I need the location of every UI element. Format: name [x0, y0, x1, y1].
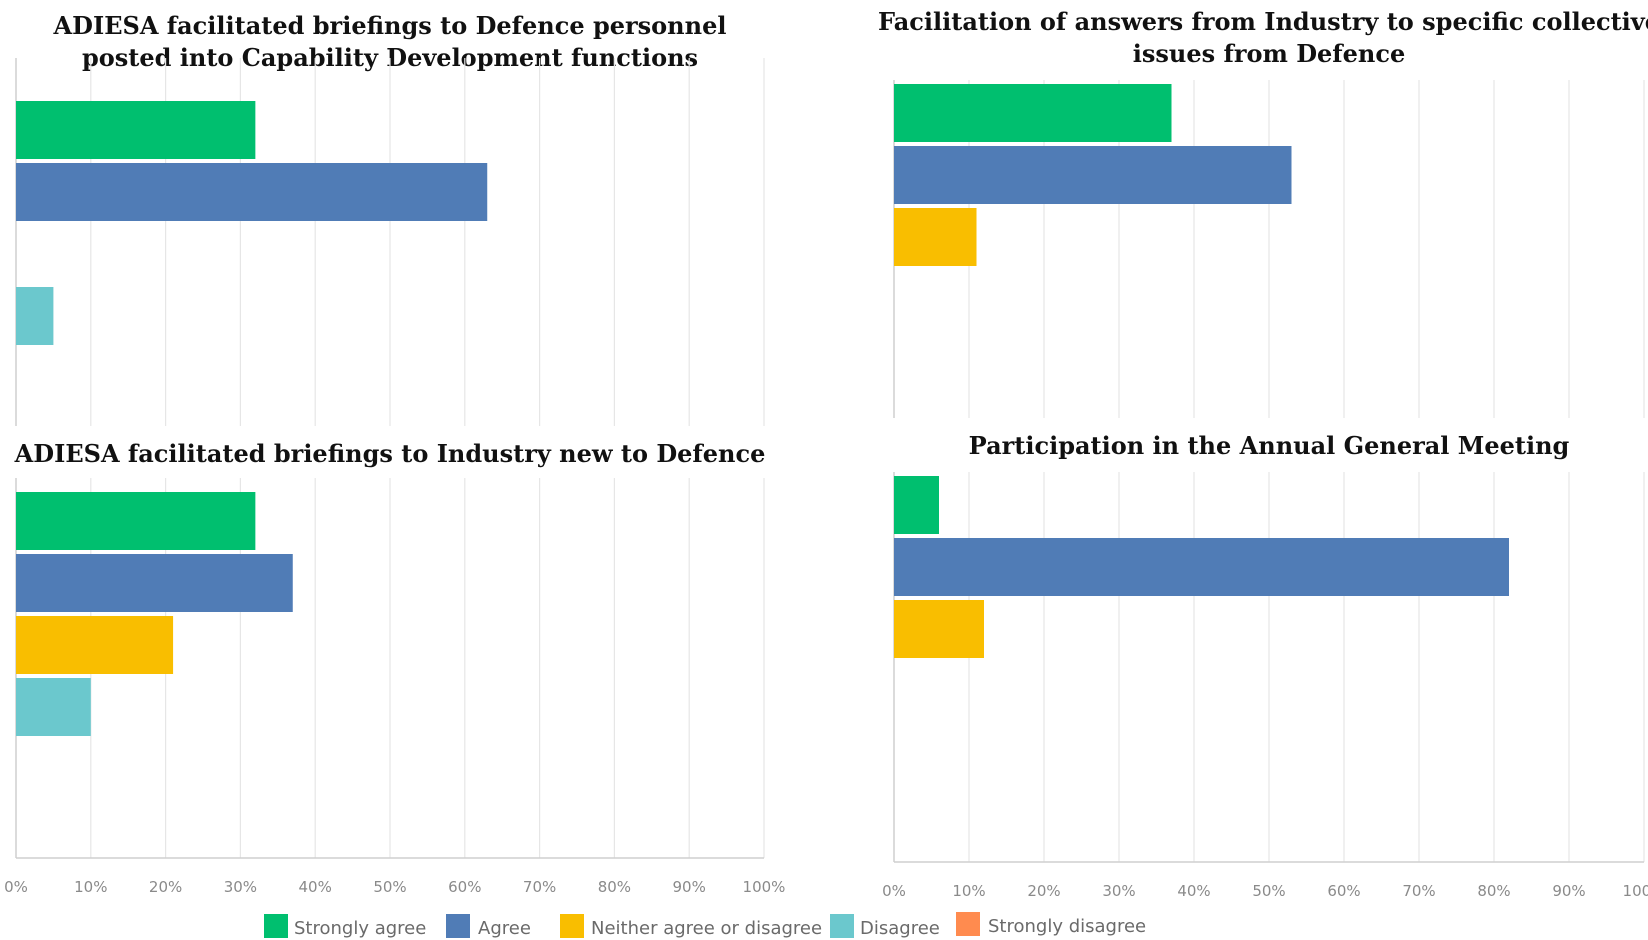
bar-agree [16, 554, 293, 612]
x-tick-label: 80% [598, 878, 631, 896]
x-tick-label: 50% [1252, 882, 1285, 900]
x-tick-label: 20% [1027, 882, 1060, 900]
chart-panel-1: ADIESA facilitated briefings to Defence … [15, 11, 765, 426]
legend-label: Disagree [860, 918, 940, 939]
x-tick-label: 30% [224, 878, 257, 896]
x-tick-label: 90% [673, 878, 706, 896]
legend-swatch [446, 914, 470, 938]
legend: Strongly agree Agree Neither agree or disa… [264, 912, 1146, 939]
legend-swatch [560, 914, 584, 938]
x-tick-label: 70% [1402, 882, 1435, 900]
bar-strongly-agree [894, 84, 1172, 142]
x-tick-label: 10% [952, 882, 985, 900]
legend-label: Strongly disagree [988, 916, 1146, 937]
chart-title: ADIESA facilitated briefings to Industry… [14, 439, 766, 468]
x-tick-label: 10% [74, 878, 107, 896]
x-tick-label: 30% [1102, 882, 1135, 900]
x-tick-label: 100% [1623, 882, 1648, 900]
x-tick-label: 0% [4, 878, 28, 896]
chart-title: ADIESA facilitated briefings to Defence … [53, 11, 727, 40]
bar-neither-agree-or-disagree [894, 600, 984, 658]
chart-title: Facilitation of answers from Industry to… [878, 7, 1648, 36]
chart-panel-3: ADIESA facilitated briefings to Industry… [4, 439, 785, 896]
legend-label: Neither agree or disagree [591, 918, 822, 939]
chart-title: issues from Defence [1133, 39, 1405, 68]
x-tick-label: 60% [1327, 882, 1360, 900]
x-tick-label: 20% [149, 878, 182, 896]
bar-neither-agree-or-disagree [894, 208, 977, 266]
legend-swatch [956, 912, 980, 936]
bar-agree [894, 538, 1509, 596]
x-tick-label: 80% [1477, 882, 1510, 900]
bar-neither-agree-or-disagree [16, 616, 174, 674]
x-tick-label: 100% [743, 878, 786, 896]
bar-agree [894, 146, 1292, 204]
chart-panel-4: Participation in the Annual General Meet… [882, 431, 1648, 900]
x-tick-label: 90% [1552, 882, 1585, 900]
bar-strongly-agree [16, 492, 256, 550]
chart-title: Participation in the Annual General Meet… [969, 431, 1570, 460]
legend-swatch [264, 914, 288, 938]
bar-disagree [16, 287, 54, 345]
legend-label: Strongly agree [294, 918, 426, 939]
bar-agree [16, 163, 488, 221]
x-tick-label: 70% [523, 878, 556, 896]
bar-strongly-agree [16, 101, 256, 159]
legend-label: Agree [478, 918, 531, 939]
chart-panel-2: Facilitation of answers from Industry to… [878, 7, 1648, 418]
x-tick-label: 60% [448, 878, 481, 896]
bar-strongly-agree [894, 476, 939, 534]
bar-disagree [16, 678, 91, 736]
x-tick-label: 0% [882, 882, 906, 900]
x-tick-label: 50% [373, 878, 406, 896]
legend-swatch [830, 914, 854, 938]
x-tick-label: 40% [299, 878, 332, 896]
x-tick-label: 40% [1177, 882, 1210, 900]
